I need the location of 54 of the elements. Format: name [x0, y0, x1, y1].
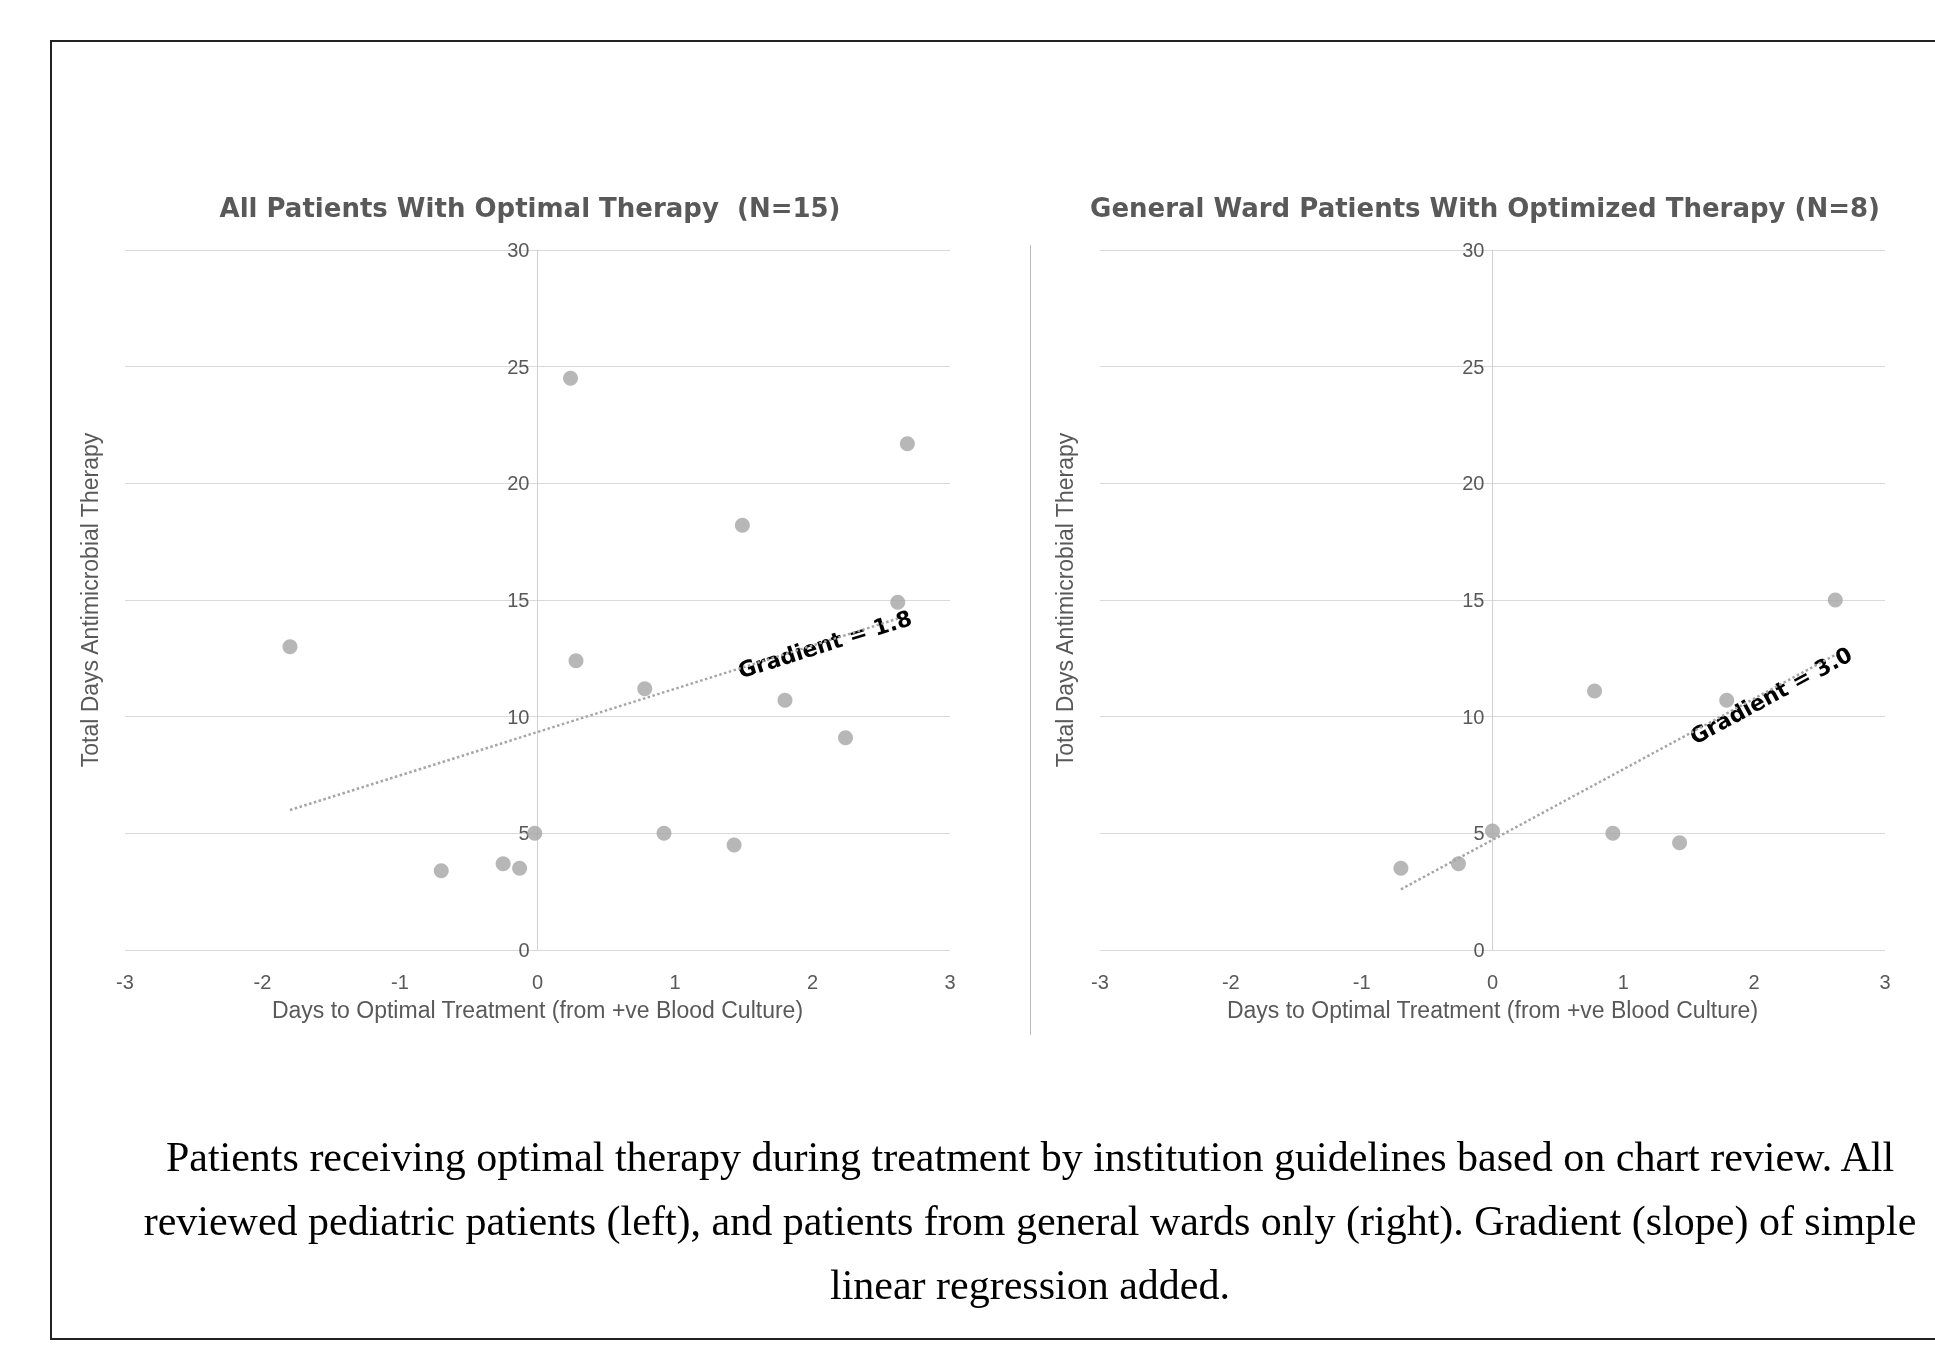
x-tick-label: 1 [1617, 971, 1629, 993]
y-tick-label: 10 [507, 705, 530, 728]
y-tick-label: 25 [507, 355, 530, 378]
x-tick-label: -2 [253, 971, 272, 993]
point [1827, 592, 1843, 608]
point [899, 436, 915, 452]
x-tick-label: 2 [806, 971, 819, 993]
point [433, 863, 449, 879]
y-tick-label: 30 [1462, 239, 1485, 261]
x-tick-label: -1 [1352, 971, 1371, 993]
y-tick-label: 5 [1473, 822, 1485, 845]
point [512, 860, 528, 876]
x-axis-title: Days to Optimal Treatment (from +ve Blood Culture) [271, 997, 804, 1023]
y-tick-label: 0 [1473, 939, 1485, 961]
point [1587, 683, 1603, 699]
x-tick-label: -2 [1221, 971, 1240, 993]
point [1485, 823, 1500, 839]
y-axis-title: Total Days Antimicrobial Therapy [1052, 432, 1078, 768]
x-tick-label: -3 [1091, 971, 1109, 993]
chart-title: General Ward Patients With Optimized Therapy (N=8) [1090, 193, 1880, 223]
point [1605, 825, 1621, 841]
point [1393, 860, 1409, 876]
chart-title: All Patients With Optimal Therapy (N=15) [219, 193, 841, 223]
y-tick-label: 20 [1462, 472, 1485, 495]
y-tick-label: 0 [518, 939, 530, 961]
y-tick-label: 20 [507, 472, 530, 495]
point [777, 692, 793, 708]
point [726, 837, 742, 853]
x-tick-label: 2 [1748, 971, 1760, 993]
x-tick-label: 1 [669, 971, 681, 993]
x-tick-label: -3 [116, 971, 134, 993]
x-tick-label: -1 [391, 971, 409, 993]
y-tick-label: 30 [507, 239, 530, 261]
point [1672, 835, 1688, 851]
point [734, 517, 750, 533]
y-tick-label: 15 [1462, 589, 1485, 611]
y-tick-label: 15 [507, 589, 530, 611]
point [282, 639, 298, 655]
y-tick-label: 10 [1462, 705, 1485, 728]
point [637, 681, 653, 697]
point [495, 856, 511, 872]
y-axis-title: Total Days Antimicrobial Therapy [77, 432, 103, 768]
point [1451, 856, 1466, 872]
y-tick-label: 5 [518, 822, 530, 845]
x-tick-label: 3 [944, 971, 956, 993]
x-tick-label: 3 [1879, 971, 1891, 993]
text: Patients receiving optimal therapy during treatment by institution guidelines based on chart review. All reviewed pediatric patients (left), and patients from general wards only (right). Gradient (slope) of simple linear regression added. [142, 1133, 1918, 1310]
point [838, 730, 853, 746]
x-axis-title: Days to Optimal Treatment (from +ve Blood Culture) [1226, 997, 1759, 1023]
point [656, 825, 672, 841]
point [568, 653, 584, 669]
point [563, 370, 578, 386]
y-tick-label: 25 [1462, 355, 1485, 378]
point [890, 594, 906, 610]
